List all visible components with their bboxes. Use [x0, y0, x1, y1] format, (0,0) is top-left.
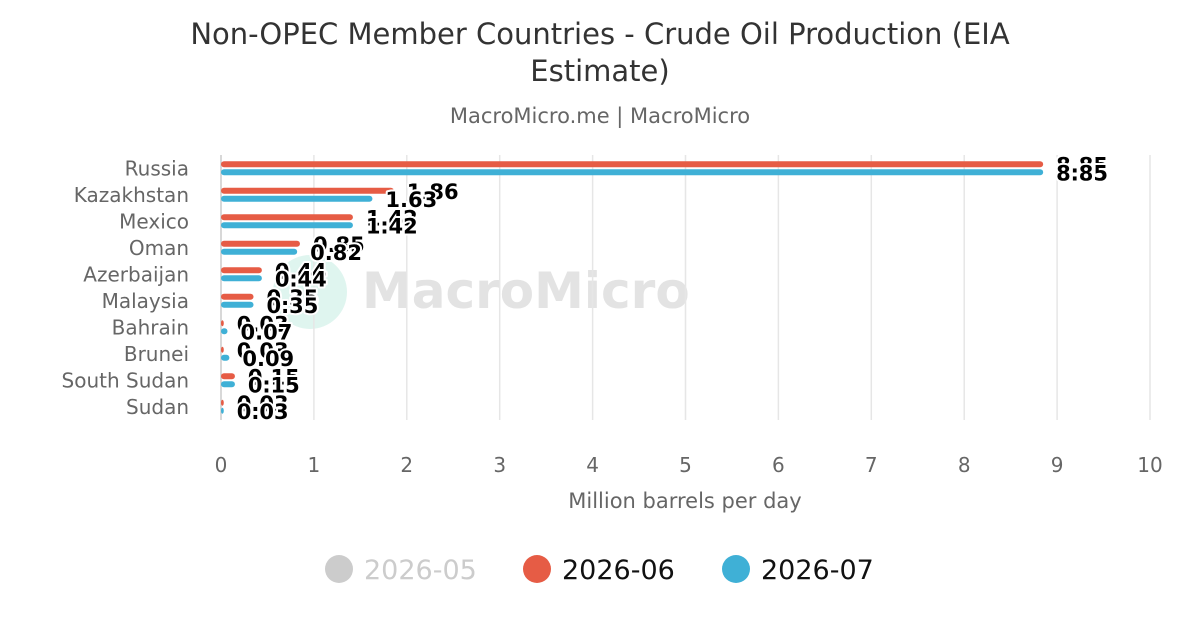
data-label-malaysia-2026-07: 0.35: [267, 294, 319, 318]
legend-label-2026-05: 2026-05: [364, 555, 477, 586]
category-label-malaysia: Malaysia: [102, 289, 189, 313]
data-label-oman-2026-06: 0.85: [313, 233, 365, 257]
legend-item-2026-06[interactable]: 2026-06: [523, 555, 675, 586]
x-tick-label-0: 0: [215, 453, 228, 477]
data-label-russia-2026-07: 8.85: [1056, 161, 1108, 185]
chart-titles: Non-OPEC Member Countries - Crude Oil Pr…: [190, 17, 1010, 129]
data-label-azerbaijan-2026-07: 0.44: [275, 267, 327, 291]
x-tick-label-3: 3: [493, 453, 506, 477]
legend-item-2026-07[interactable]: 2026-07: [722, 555, 874, 586]
legend-label-2026-06: 2026-06: [562, 555, 675, 586]
bar-bahrain-2026-07[interactable]: [221, 328, 228, 335]
bar-malaysia-2026-07[interactable]: [221, 301, 254, 308]
legend-marker-2026-05: [325, 555, 353, 583]
data-label-kazakhstan-2026-06: 1.86: [407, 180, 459, 204]
bar-brunei-2026-06[interactable]: [221, 346, 224, 353]
category-label-azerbaijan: Azerbaijan: [83, 262, 189, 286]
data-label-kazakhstan-2026-07: 1.63: [385, 188, 437, 212]
bar-malaysia-2026-06[interactable]: [221, 293, 254, 300]
chart-subtitle: MacroMicro.me | MacroMicro: [450, 104, 750, 129]
bar-sudan-2026-06[interactable]: [221, 399, 224, 406]
grid-lines: [220, 155, 1151, 420]
category-label-russia: Russia: [125, 156, 189, 180]
data-label-brunei-2026-07: 0.09: [242, 347, 294, 371]
bar-oman-2026-07[interactable]: [221, 248, 298, 255]
data-label-south-sudan-2026-07: 0.15: [248, 373, 300, 397]
data-labels: 8.858.85 1.861.631.421.420.850.820.440.44…: [235, 151, 1110, 426]
category-label-mexico: Mexico: [119, 209, 189, 233]
x-tick-label-2: 2: [400, 453, 413, 477]
x-tick-label-1: 1: [308, 453, 321, 477]
bars: [221, 161, 1044, 414]
data-label-mexico-2026-07: 1.42: [366, 214, 418, 238]
bar-kazakhstan-2026-06[interactable]: [221, 187, 394, 194]
x-tick-label-5: 5: [679, 453, 692, 477]
bar-bahrain-2026-06[interactable]: [221, 320, 224, 327]
x-tick-label-6: 6: [772, 453, 785, 477]
legend-label-2026-07: 2026-07: [761, 555, 874, 586]
bar-oman-2026-06[interactable]: [221, 240, 300, 247]
bar-russia-2026-06[interactable]: [221, 161, 1044, 168]
category-label-bahrain: Bahrain: [112, 315, 189, 339]
bar-mexico-2026-06[interactable]: [221, 214, 353, 221]
data-label-oman-2026-07: 0.82: [310, 241, 362, 265]
x-tick-label-7: 7: [865, 453, 878, 477]
legend-item-2026-05[interactable]: 2026-05: [325, 555, 477, 586]
bar-azerbaijan-2026-07[interactable]: [221, 275, 262, 282]
x-tick-label-9: 9: [1051, 453, 1064, 477]
data-label-sudan-2026-07: 0.03: [237, 400, 289, 424]
legend-marker-2026-07: [722, 555, 750, 583]
bar-south-sudan-2026-06[interactable]: [221, 373, 235, 380]
bar-russia-2026-07[interactable]: [221, 169, 1044, 176]
bar-kazakhstan-2026-07[interactable]: [221, 195, 373, 202]
x-tick-label-8: 8: [958, 453, 971, 477]
data-label-malaysia-2026-06: 0.35: [267, 286, 319, 310]
data-label-south-sudan-2026-06: 0.15: [248, 365, 300, 389]
x-axis-title: Million barrels per day: [568, 489, 801, 513]
watermark: MacroMicro: [273, 255, 690, 329]
category-label-kazakhstan: Kazakhstan: [74, 183, 189, 207]
data-label-azerbaijan-2026-06: 0.44: [275, 259, 327, 283]
data-label-bahrain-2026-07: 0.07: [241, 320, 293, 344]
data-label-brunei-2026-06: 0.03: [237, 339, 289, 363]
legend-marker-2026-06: [523, 555, 551, 583]
watermark-logo-icon: [273, 255, 347, 329]
x-tick-labels: 0 1 2 3 4 5 6 7 8 9 10: [215, 453, 1163, 477]
bar-brunei-2026-07[interactable]: [221, 354, 230, 361]
bar-azerbaijan-2026-06[interactable]: [221, 267, 262, 274]
chart-title-line-1: Non-OPEC Member Countries - Crude Oil Pr…: [190, 17, 1010, 51]
bar-sudan-2026-07[interactable]: [221, 407, 224, 414]
category-label-brunei: Brunei: [124, 342, 189, 366]
bar-south-sudan-2026-07[interactable]: [221, 381, 235, 388]
watermark-text: MacroMicro: [362, 262, 690, 320]
category-label-oman: Oman: [129, 236, 189, 260]
data-label-russia-2026-06: 8.85: [1056, 153, 1108, 177]
x-tick-label-4: 4: [586, 453, 599, 477]
category-label-south-sudan: South Sudan: [62, 368, 189, 392]
data-label-bahrain-2026-06: 0.03: [237, 312, 289, 336]
chart-title-line-2: Estimate): [530, 54, 669, 88]
bar-mexico-2026-07[interactable]: [221, 222, 353, 229]
legend: 2026-05 2026-06 2026-07: [325, 555, 874, 586]
data-label-mexico-2026-06: 1.42: [366, 206, 418, 230]
category-label-sudan: Sudan: [126, 395, 189, 419]
x-tick-label-10: 10: [1137, 453, 1162, 477]
data-label-sudan-2026-06: 0.03: [237, 392, 289, 416]
